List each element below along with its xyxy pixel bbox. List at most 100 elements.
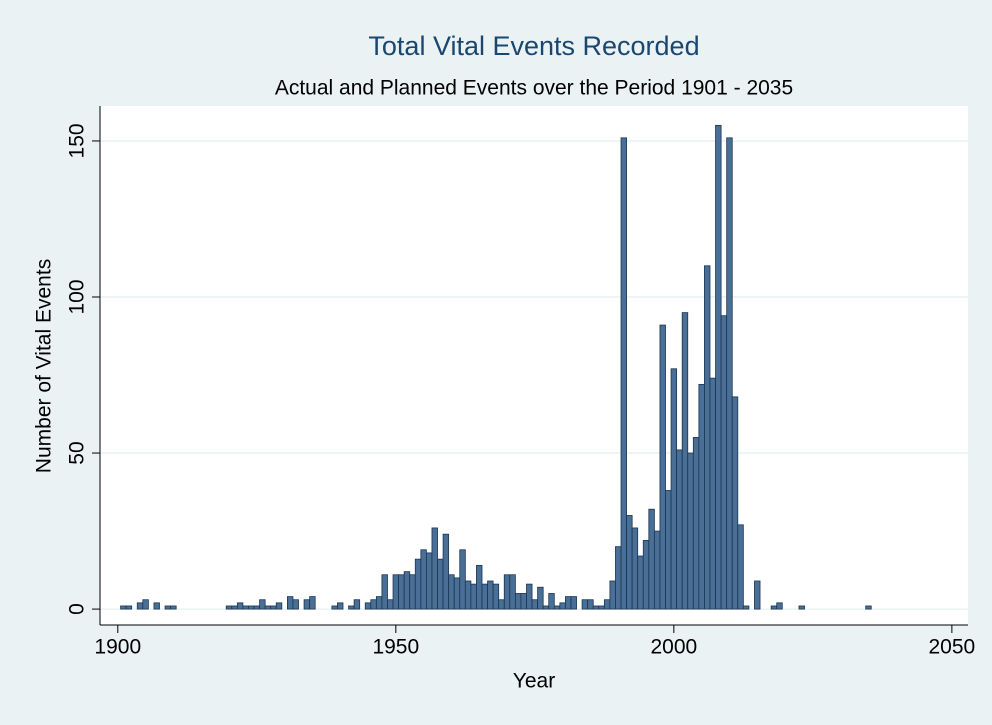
bar [492,583,500,610]
bar [426,552,433,610]
bar [770,605,778,610]
y-tick-label: 0 [66,603,89,615]
bar [865,605,872,610]
bar [125,605,133,610]
x-tick-label: 2050 [929,636,976,659]
bar [715,124,722,610]
bar [164,605,172,610]
bar [286,596,294,610]
bar [653,530,661,610]
bar [248,605,255,610]
y-tick-label: 100 [66,279,89,314]
bar [387,599,394,610]
bar [631,527,639,610]
bar [598,605,605,610]
bar [448,574,455,610]
bar [565,596,572,610]
bar [487,580,494,610]
bar [364,602,372,610]
bar [275,602,283,610]
bar [225,605,233,610]
bar [453,577,461,610]
bar [737,524,744,610]
bar [603,599,611,610]
bar [470,583,477,610]
bar [537,586,544,610]
bar [270,605,277,610]
bar [242,605,249,610]
bar [670,368,678,610]
bar [153,602,160,610]
bar [136,602,144,610]
bar [592,605,600,610]
bar [776,602,783,610]
bar [464,580,472,610]
plot-area [100,106,968,625]
bar [620,137,627,610]
bar [570,596,577,610]
bar [120,605,127,610]
bar [431,527,438,610]
bar [292,599,299,610]
bar [542,605,550,610]
bar [481,583,488,610]
bar [398,574,405,610]
bar [637,555,644,610]
bar [681,312,689,610]
bar [698,383,705,610]
bar [526,583,533,610]
bar [559,602,566,610]
x-tick-label: 2000 [650,636,697,659]
bar [236,602,244,610]
bar [648,508,655,610]
bar [754,580,761,610]
bar [548,593,555,610]
bar [509,574,516,610]
bar [420,549,427,610]
bar [615,546,622,610]
bar [309,596,316,610]
bar [720,315,728,610]
bar [726,137,733,610]
bar [353,599,361,610]
bar [798,605,805,610]
bar [709,377,716,610]
bar [498,599,505,610]
bar [503,574,511,610]
bar [142,599,149,610]
bar [370,599,377,610]
y-tick-label: 50 [66,441,89,464]
bar [331,605,338,610]
bar [553,605,561,610]
bar [587,599,594,610]
bar [409,574,416,610]
bar [264,605,272,610]
chart-subtitle: Actual and Planned Events over the Perio… [275,77,793,100]
bar [642,540,650,610]
bar [581,599,589,610]
bar [337,602,344,610]
bar [170,605,177,610]
bar [253,605,260,610]
y-tick-label: 150 [66,123,89,158]
x-axis-title: Year [513,670,555,693]
bar [392,574,400,610]
bar [459,549,466,610]
bar [731,396,739,610]
bar [381,574,388,610]
bar [476,564,483,610]
bar [626,515,633,610]
bar [665,490,672,610]
bar [609,580,616,610]
bar [259,599,266,610]
x-tick-label: 1950 [372,636,419,659]
bar [231,605,238,610]
bar [414,558,422,610]
bar [442,533,450,610]
y-axis-title: Number of Vital Events [33,259,56,473]
chart-title: Total Vital Events Recorded [368,31,699,61]
bar [531,599,539,610]
bar [742,605,750,610]
